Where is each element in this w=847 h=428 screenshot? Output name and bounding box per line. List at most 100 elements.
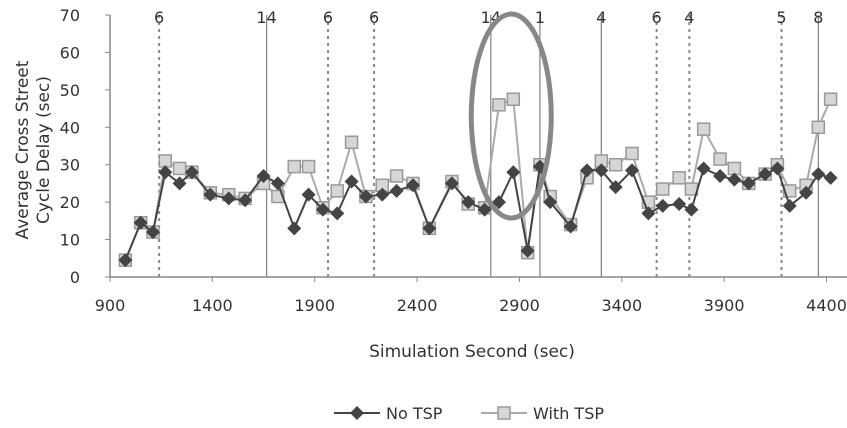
legend-with-tsp-marker bbox=[497, 406, 511, 420]
x-tick-label: 3400 bbox=[601, 296, 642, 315]
y-tick-label: 60 bbox=[60, 43, 80, 62]
with-tsp-point bbox=[172, 161, 187, 176]
with-tsp-point bbox=[344, 135, 359, 150]
no-tsp-point bbox=[782, 198, 797, 213]
y-tick-label: 10 bbox=[60, 231, 80, 250]
no-tsp-point bbox=[118, 253, 133, 268]
legend: No TSP With TSP bbox=[334, 404, 604, 423]
event-label: 6 bbox=[323, 8, 333, 27]
no-tsp-point bbox=[543, 195, 558, 210]
with-tsp-point bbox=[330, 184, 344, 198]
with-tsp-point bbox=[287, 159, 301, 174]
no-tsp-point bbox=[405, 178, 420, 193]
no-tsp-point bbox=[301, 187, 316, 202]
no-tsp-point bbox=[713, 168, 728, 183]
with-tsp-point bbox=[727, 161, 742, 176]
no-tsp-point bbox=[641, 206, 656, 221]
with-tsp-point bbox=[656, 182, 670, 196]
no-tsp-point bbox=[477, 202, 492, 217]
no-tsp-point bbox=[655, 198, 670, 213]
with-tsp-point bbox=[506, 92, 521, 106]
no-tsp-point bbox=[608, 180, 623, 195]
y-axis-title-line-1: Average Cross Street bbox=[13, 60, 33, 239]
x-tick-label: 2400 bbox=[397, 296, 438, 315]
with-tsp-point bbox=[158, 154, 173, 168]
no-tsp-point bbox=[375, 187, 390, 202]
with-tsp-point bbox=[608, 157, 623, 172]
with-tsp-point bbox=[811, 120, 826, 135]
with-tsp-point bbox=[713, 152, 727, 166]
no-tsp-point bbox=[741, 176, 756, 191]
x-tick-label: 900 bbox=[95, 296, 126, 315]
event-label: 4 bbox=[684, 8, 694, 27]
no-tsp-point bbox=[563, 219, 578, 234]
x-tick-label: 3900 bbox=[704, 296, 745, 315]
no-tsp-point bbox=[491, 195, 506, 210]
with-tsp-point bbox=[301, 159, 316, 174]
no-tsp-point bbox=[823, 170, 838, 185]
highlight-ellipse-group bbox=[468, 11, 554, 221]
event-label: 1 bbox=[535, 8, 545, 27]
y-tick-label: 50 bbox=[60, 81, 80, 100]
no-tsp-point bbox=[696, 161, 711, 176]
x-tick-label: 2900 bbox=[499, 296, 540, 315]
y-tick-label: 70 bbox=[60, 6, 80, 25]
event-label: 6 bbox=[369, 8, 379, 27]
no-tsp-point bbox=[770, 161, 785, 176]
x-tick-label: 4400 bbox=[806, 296, 847, 315]
no-tsp-point bbox=[580, 163, 595, 178]
with-tsp-point bbox=[672, 171, 686, 185]
event-labels: 6 14 6 6 14 1 4 6 4 5 8 bbox=[154, 8, 823, 27]
legend-no-tsp-label: No TSP bbox=[386, 404, 443, 423]
no-tsp-point bbox=[422, 221, 437, 236]
no-tsp-point bbox=[461, 195, 476, 210]
no-tsp-point bbox=[315, 202, 330, 217]
no-tsp-point bbox=[506, 165, 521, 180]
with-tsp-point bbox=[492, 98, 506, 112]
no-tsp-point bbox=[520, 243, 535, 258]
no-tsp-point bbox=[158, 165, 173, 180]
no-tsp-point bbox=[594, 163, 609, 178]
legend-no-tsp-marker bbox=[350, 406, 364, 420]
no-tsp-point bbox=[238, 193, 253, 208]
y-tick-label: 20 bbox=[60, 193, 80, 212]
y-tick-label: 0 bbox=[70, 268, 80, 287]
no-tsp-point bbox=[270, 176, 285, 191]
no-tsp-point bbox=[221, 191, 236, 206]
y-tick-label: 30 bbox=[60, 156, 80, 175]
x-axis-ticks: 900 1400 1900 2400 2900 3400 3900 4400 bbox=[95, 277, 847, 315]
y-axis-title-line-2: Cycle Delay (sec) bbox=[34, 76, 54, 224]
no-tsp-point bbox=[145, 225, 160, 240]
event-lines bbox=[158, 15, 819, 277]
x-tick-label: 1400 bbox=[192, 296, 233, 315]
event-label: 8 bbox=[813, 8, 823, 27]
no-tsp-point bbox=[625, 163, 640, 178]
with-tsp-point bbox=[696, 122, 711, 136]
no-tsp-point bbox=[672, 197, 687, 212]
no-tsp-point bbox=[172, 176, 187, 191]
no-tsp-point bbox=[184, 165, 199, 180]
highlight-ellipse bbox=[468, 11, 554, 221]
event-label: 4 bbox=[596, 8, 606, 27]
no-tsp-point bbox=[287, 221, 302, 236]
no-tsp-point bbox=[256, 168, 271, 183]
y-tick-label: 40 bbox=[60, 118, 80, 137]
event-label: 5 bbox=[776, 8, 786, 27]
no-tsp-point bbox=[758, 167, 773, 182]
no-tsp-point bbox=[799, 185, 814, 200]
no-tsp-point bbox=[811, 167, 826, 182]
no-tsp-point bbox=[358, 189, 373, 204]
no-tsp-point bbox=[684, 202, 699, 217]
no-tsp-point bbox=[133, 215, 148, 230]
x-axis-title: Simulation Second (sec) bbox=[369, 342, 575, 362]
x-tick-label: 1900 bbox=[294, 296, 335, 315]
with-tsp-point bbox=[389, 169, 404, 183]
with-tsp-point bbox=[625, 146, 639, 161]
y-axis-ticks: 0 10 20 30 40 50 60 70 bbox=[60, 6, 110, 287]
no-tsp-point bbox=[727, 172, 742, 187]
event-label: 6 bbox=[652, 8, 662, 27]
no-tsp-point bbox=[203, 187, 218, 202]
event-label: 14 bbox=[256, 8, 276, 27]
legend-with-tsp-label: With TSP bbox=[533, 404, 604, 423]
